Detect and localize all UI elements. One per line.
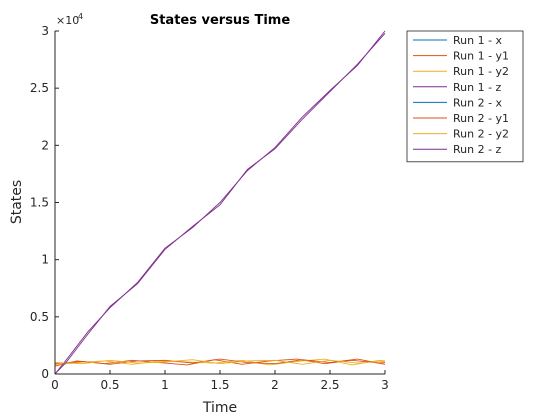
y-tick-label: 2 <box>41 138 49 152</box>
legend-entry-label: Run 1 - z <box>453 81 502 94</box>
legend-entry-label: Run 1 - y1 <box>453 50 509 63</box>
axes: 0 0.5 1 1.5 2 2.5 3 0 0.5 1 1.5 2 2.5 3 <box>30 24 389 392</box>
legend-entry-label: Run 2 - y1 <box>453 112 509 125</box>
series-line-7 <box>54 359 386 365</box>
series-line-3 <box>54 358 386 366</box>
legend: Run 1 - x Run 1 - y1 Run 1 - y2 Run 1 - z Ru… <box>406 30 524 163</box>
series-line-8 <box>54 33 386 375</box>
x-tick-label: 2 <box>271 378 279 392</box>
y-tick-label: 0 <box>41 367 49 381</box>
chart-title: States versus Time <box>150 13 290 28</box>
x-tick-label: 2.5 <box>320 378 339 392</box>
y-tick-label: 3 <box>41 24 49 38</box>
x-tick-label: 0.5 <box>100 378 119 392</box>
x-tick-label: 3 <box>381 378 389 392</box>
x-tick-label: 1.5 <box>210 378 229 392</box>
y-exponent-base: ×10 <box>56 14 79 27</box>
legend-entry-label: Run 2 - y2 <box>453 128 509 141</box>
legend-entry-label: Run 1 - x <box>453 34 503 47</box>
legend-entry-label: Run 2 - z <box>453 143 502 156</box>
x-tick-label: 0 <box>51 378 59 392</box>
y-axis-exponent: ×10 4 <box>56 12 83 27</box>
legend-entry-label: Run 2 - x <box>453 96 503 109</box>
y-tick-label: 1 <box>41 253 49 267</box>
legend-entry-label: Run 1 - y2 <box>453 65 509 78</box>
x-axis-label: Time <box>202 400 237 416</box>
y-tick-label: 0.5 <box>30 310 49 324</box>
series-line-6 <box>54 358 386 365</box>
y-tick-label: 1.5 <box>30 196 49 210</box>
x-tick-label: 1 <box>161 378 169 392</box>
legend-box <box>406 30 524 163</box>
y-tick-label: 2.5 <box>30 81 49 95</box>
y-exponent-power: 4 <box>78 12 83 21</box>
y-axis-label: States <box>9 180 25 224</box>
